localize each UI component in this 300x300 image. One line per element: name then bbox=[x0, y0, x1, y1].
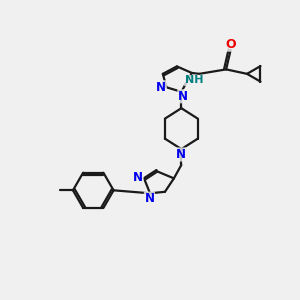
Text: O: O bbox=[225, 38, 236, 51]
Text: NH: NH bbox=[184, 75, 203, 85]
Text: N: N bbox=[133, 171, 143, 184]
Text: N: N bbox=[144, 192, 154, 205]
Text: N: N bbox=[176, 148, 186, 161]
Text: N: N bbox=[156, 81, 166, 94]
Text: N: N bbox=[178, 90, 188, 103]
